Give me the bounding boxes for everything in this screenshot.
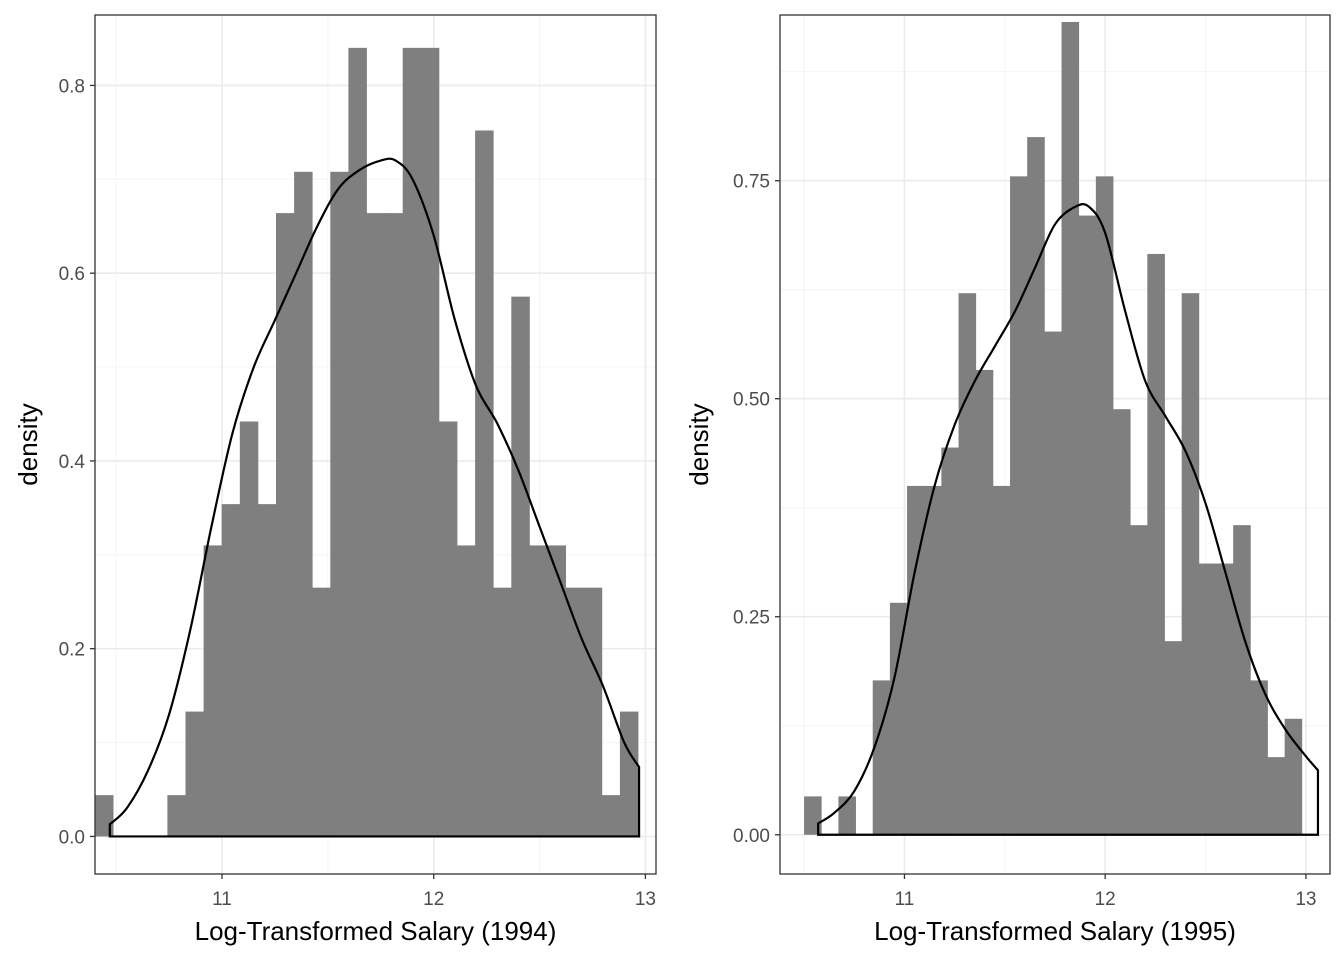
histogram-bar xyxy=(601,795,621,837)
histogram-bar xyxy=(420,47,440,837)
histogram-bar xyxy=(330,171,349,837)
histogram-bar xyxy=(583,587,603,837)
density-curve xyxy=(817,203,1320,836)
panel-border xyxy=(779,14,1331,875)
histogram-bar xyxy=(1215,563,1234,835)
histogram-bar xyxy=(992,485,1011,835)
histogram-bar xyxy=(1061,21,1080,835)
y-axis-title: density xyxy=(684,403,714,485)
histogram-bar xyxy=(1044,331,1062,835)
density-curve xyxy=(108,157,641,838)
histogram-bar xyxy=(924,485,942,835)
histogram-bar xyxy=(221,504,241,837)
x-tick-label: 13 xyxy=(635,889,656,910)
x-tick-label: 11 xyxy=(895,889,915,910)
y-tick-label: 0.4 xyxy=(59,452,86,473)
histogram-bar xyxy=(1284,718,1303,835)
histogram-bar xyxy=(511,296,530,837)
x-tick-label: 12 xyxy=(1095,889,1116,910)
histogram-bar xyxy=(1130,525,1148,835)
panel-1995: 0.00 0.25 0.50 0.75 11 12 13 Log-Transformed S… xyxy=(684,14,1331,946)
histogram-bar xyxy=(167,795,186,837)
histogram-bar xyxy=(312,587,331,837)
histogram-bar xyxy=(1233,525,1251,835)
histogram-bar xyxy=(958,293,977,835)
x-tick-label: 12 xyxy=(423,889,444,910)
histogram-bar xyxy=(907,485,925,835)
y-tick-label: 0.25 xyxy=(733,608,770,629)
histogram-bar xyxy=(1181,293,1200,835)
y-tick-label: 0.6 xyxy=(59,264,85,285)
histogram-bar xyxy=(257,504,277,837)
histogram-bar xyxy=(1250,680,1268,835)
panel-1994: 0.0 0.2 0.4 0.6 0.8 11 12 13 Log-Transformed Sa… xyxy=(13,14,657,946)
histogram-bar xyxy=(493,587,512,837)
histogram-bar xyxy=(1010,176,1028,835)
histogram-bar xyxy=(1198,563,1217,835)
histogram-bar xyxy=(1147,253,1165,835)
x-tick-label: 11 xyxy=(212,889,232,910)
y-tick-label: 0.8 xyxy=(59,76,85,97)
histogram-bar xyxy=(1095,176,1114,835)
histogram-bar xyxy=(348,47,367,837)
y-axis-title: density xyxy=(13,403,43,485)
histogram-bar xyxy=(529,545,548,837)
histogram-bar xyxy=(547,545,567,837)
y-tick-label: 0.00 xyxy=(733,826,770,847)
y-tick-label: 0.75 xyxy=(733,172,770,193)
histogram-bar xyxy=(1113,409,1131,835)
histogram-bar xyxy=(975,369,994,835)
histogram-bar xyxy=(185,711,205,837)
histogram-bar xyxy=(941,447,959,835)
histogram-bar xyxy=(889,602,908,835)
histogram-bar xyxy=(366,213,386,837)
histogram-bar xyxy=(619,711,639,837)
x-tick-label: 13 xyxy=(1295,889,1316,910)
histogram-bar xyxy=(384,213,404,837)
histogram-bar xyxy=(565,587,585,837)
histogram-bar xyxy=(475,130,494,837)
x-axis-title: Log-Transformed Salary (1995) xyxy=(874,916,1236,946)
histogram-bar xyxy=(1027,137,1045,835)
histogram-bar xyxy=(1267,757,1286,835)
x-axis-title: Log-Transformed Salary (1994) xyxy=(195,916,557,946)
histogram-bar xyxy=(294,171,313,837)
histogram-bar xyxy=(276,213,295,837)
histogram-bar xyxy=(239,421,259,837)
histogram-bar xyxy=(402,47,422,837)
histogram-bar xyxy=(438,421,458,837)
y-tick-label: 0.0 xyxy=(59,827,85,848)
y-tick-label: 0.50 xyxy=(733,390,770,411)
histogram-bar xyxy=(203,545,223,837)
panel-border xyxy=(94,14,657,875)
histogram-bar xyxy=(457,545,476,837)
histogram-bar xyxy=(1078,215,1097,835)
y-tick-label: 0.2 xyxy=(59,640,85,661)
histogram-bar xyxy=(1164,641,1183,835)
histogram-bar xyxy=(872,680,891,835)
